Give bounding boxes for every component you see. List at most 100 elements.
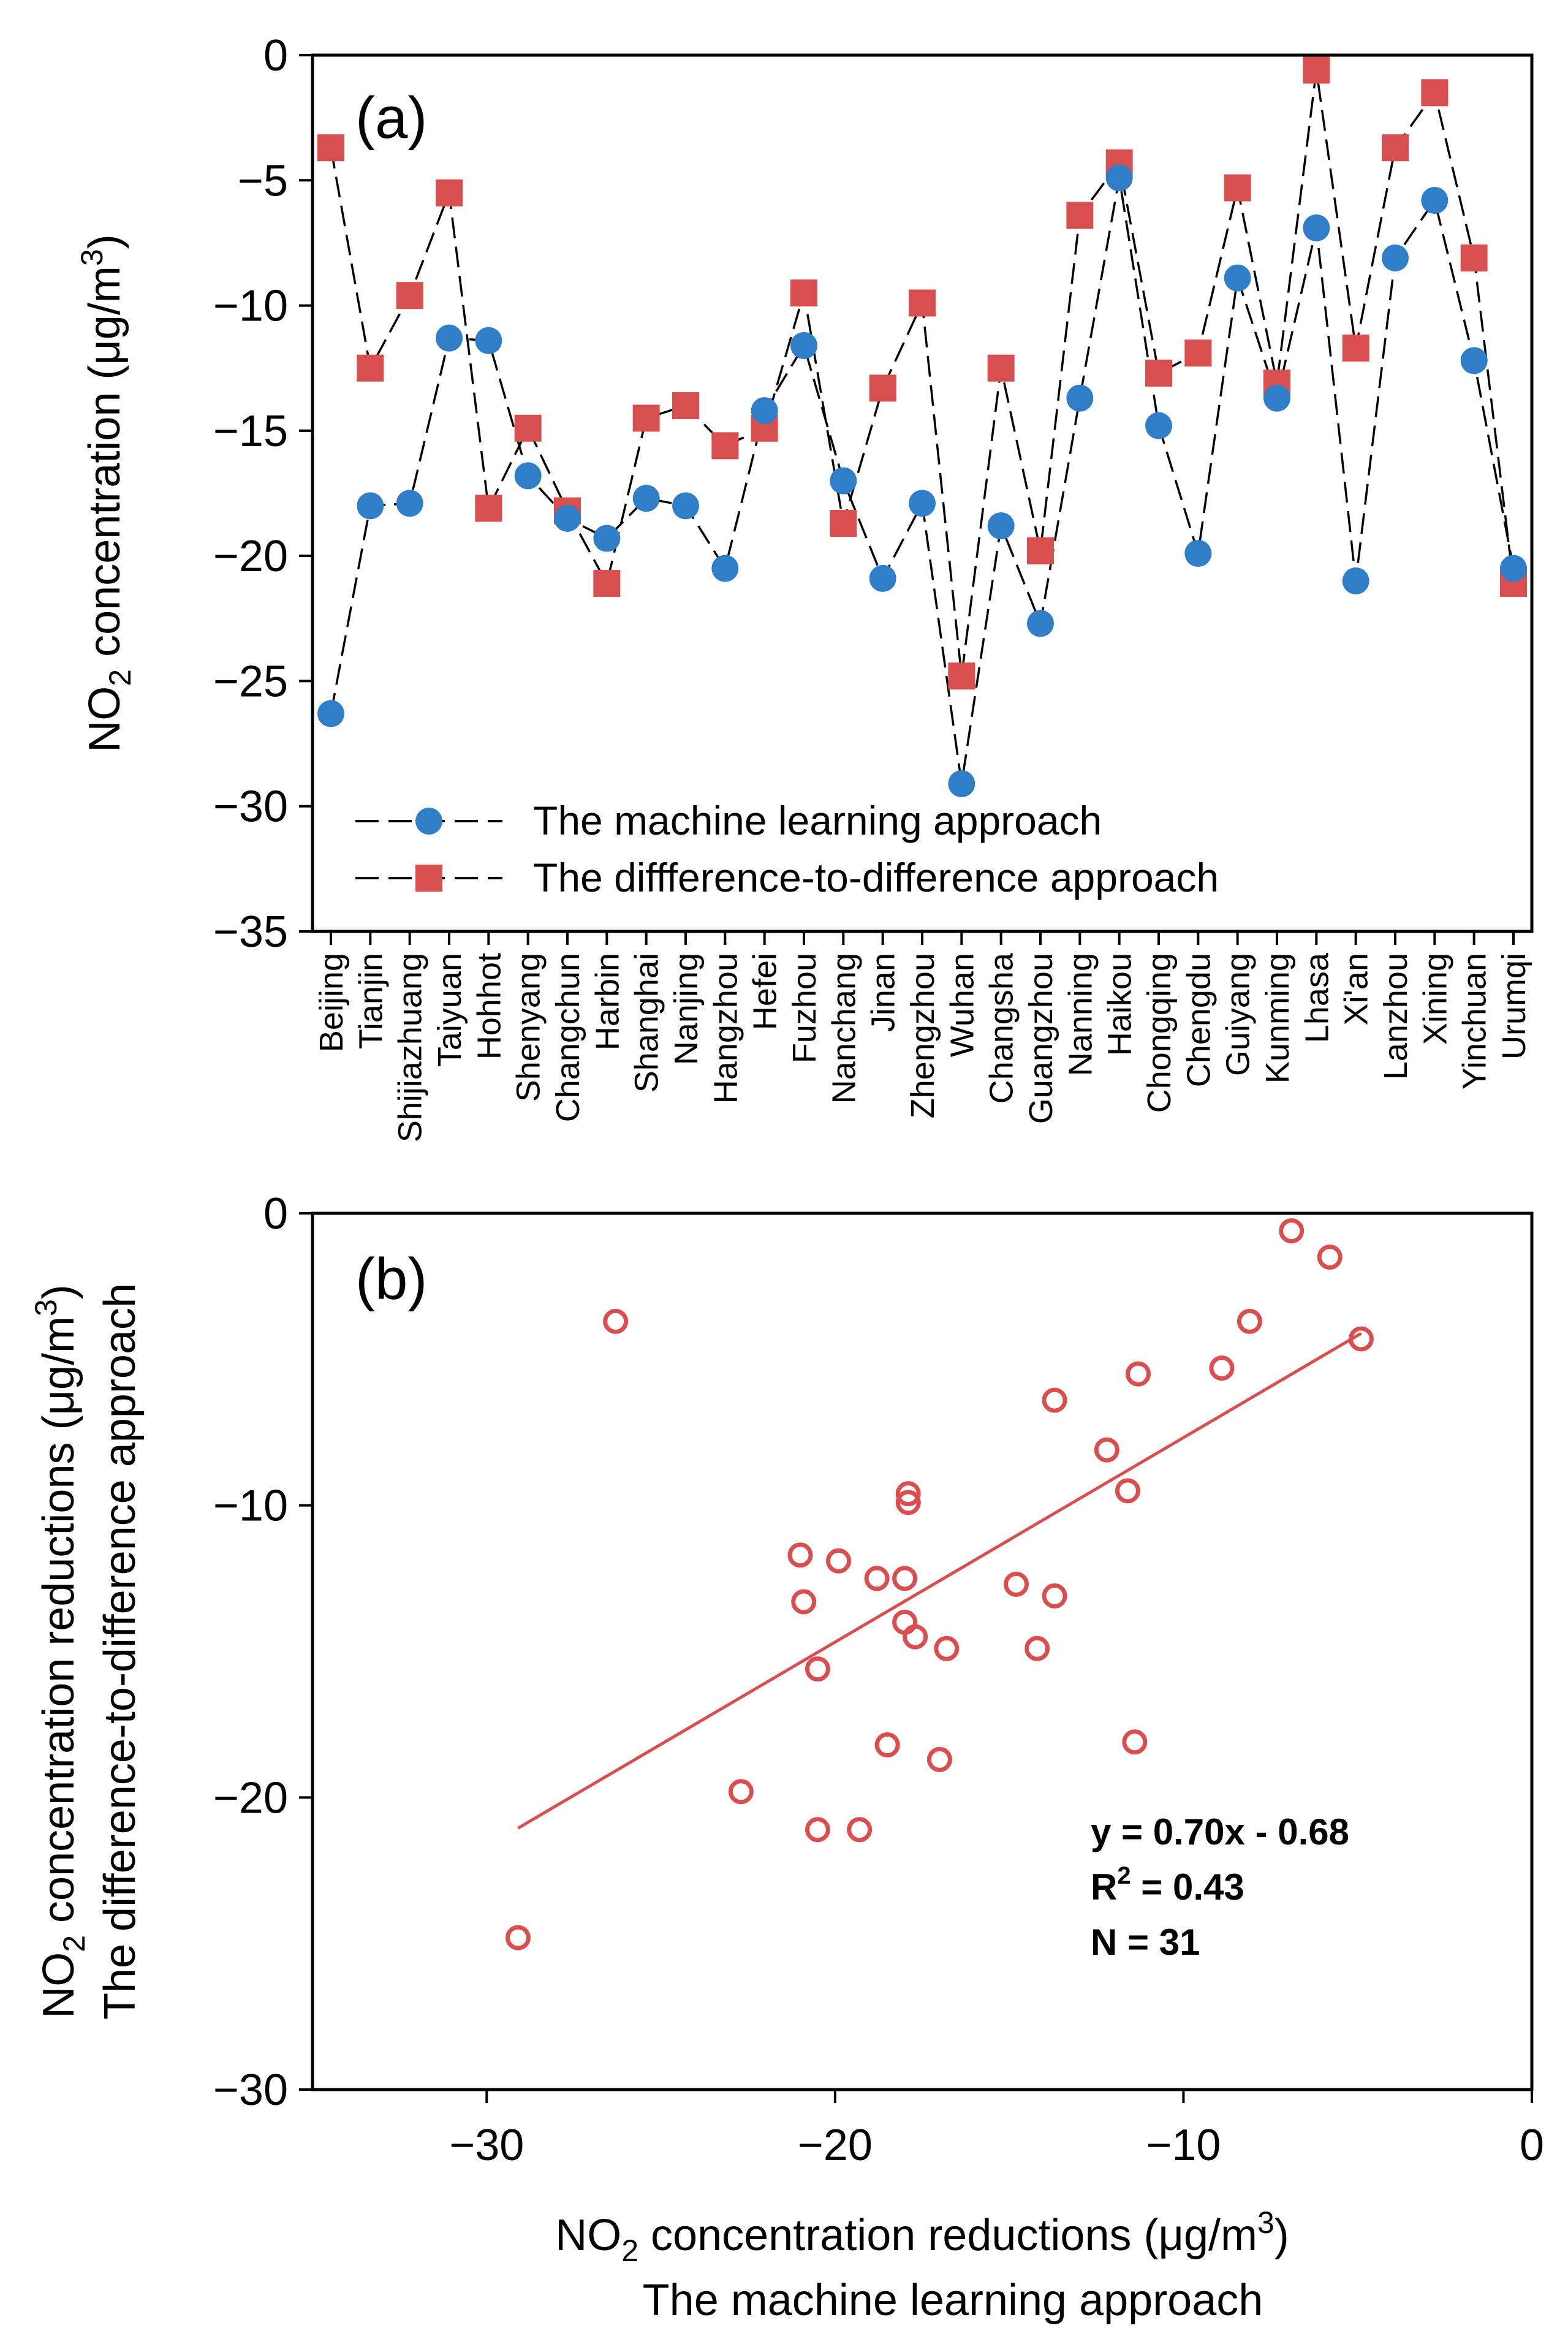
data-point-square bbox=[632, 404, 660, 432]
category-label: Tianjin bbox=[352, 953, 389, 1049]
scatter-point bbox=[791, 1589, 817, 1615]
category-label: Fuzhou bbox=[786, 953, 823, 1063]
x-tick-label: 0 bbox=[1520, 2121, 1544, 2170]
scatter-point bbox=[1042, 1387, 1067, 1413]
panel-b-label: (b) bbox=[355, 1246, 427, 1312]
panel-b-x-ticks: −30 −20 −10 0 bbox=[449, 2090, 1544, 2170]
data-point-circle bbox=[554, 504, 581, 532]
data-point-square bbox=[436, 179, 463, 207]
scatter-point bbox=[1122, 1729, 1148, 1755]
data-point-circle bbox=[1145, 412, 1172, 439]
category-label: Xining bbox=[1417, 953, 1453, 1045]
data-point-square bbox=[1421, 79, 1449, 107]
category-label: Guangzhou bbox=[1023, 953, 1059, 1124]
data-point-circle bbox=[987, 512, 1015, 540]
data-point-circle bbox=[1342, 567, 1369, 594]
scatter-point bbox=[826, 1548, 852, 1574]
panel-b-annotation: y = 0.70x - 0.68 R2 = 0.43 N = 31 bbox=[1091, 1811, 1349, 1963]
scatter-point bbox=[1237, 1308, 1262, 1334]
markers-square bbox=[317, 56, 1527, 690]
category-label: Nanjing bbox=[668, 953, 705, 1065]
category-label: Taiyuan bbox=[431, 953, 468, 1067]
category-label: Beijing bbox=[313, 953, 350, 1052]
panel-b-y-axis-label-line1: NO2 concentration reductions (μg/m3) bbox=[29, 1284, 91, 2018]
data-point-circle bbox=[514, 462, 542, 490]
data-point-circle bbox=[436, 324, 463, 352]
data-point-square bbox=[1224, 174, 1251, 202]
category-label: Haikou bbox=[1102, 953, 1138, 1056]
data-point-circle bbox=[317, 700, 344, 727]
scatter-point bbox=[1317, 1245, 1343, 1270]
data-point-circle bbox=[1105, 164, 1133, 192]
data-point-circle bbox=[1027, 610, 1054, 637]
data-point-square bbox=[909, 289, 936, 317]
data-point-circle bbox=[1382, 244, 1409, 271]
data-point-circle bbox=[1460, 347, 1488, 374]
data-point-circle bbox=[869, 564, 896, 592]
panel-a-category-labels: Beijing Tianjin Shijiazhuang Taiyuan Hohhot S… bbox=[313, 931, 1532, 1142]
scatter-point bbox=[895, 1481, 921, 1507]
x-tick-label: −30 bbox=[449, 2121, 524, 2170]
category-label: Shanghai bbox=[629, 953, 665, 1093]
y-tick-label: −10 bbox=[213, 282, 288, 331]
data-point-square bbox=[869, 374, 896, 402]
category-label: Yinchuan bbox=[1456, 953, 1493, 1090]
data-point-square bbox=[1027, 537, 1054, 564]
data-point-square bbox=[1066, 202, 1094, 229]
data-point-circle bbox=[475, 327, 502, 354]
data-point-square bbox=[357, 354, 384, 382]
category-label: Xi'an bbox=[1338, 953, 1375, 1025]
category-label: Nanchang bbox=[825, 953, 862, 1104]
data-point-circle bbox=[632, 485, 660, 512]
series-machine-learning bbox=[330, 177, 1515, 784]
panel-b-x-axis-label-line2: The machine learning approach bbox=[643, 2276, 1263, 2325]
fit-r-squared: R2 = 0.43 bbox=[1091, 1862, 1244, 1908]
category-label: Changsha bbox=[983, 952, 1020, 1104]
category-label: Changchun bbox=[550, 953, 586, 1122]
data-point-circle bbox=[593, 525, 621, 552]
scatter-point bbox=[787, 1542, 813, 1568]
panel-b-x-axis-label-line1: NO2 concentration reductions (μg/m3) bbox=[555, 2205, 1289, 2268]
y-tick-label: −15 bbox=[213, 407, 288, 456]
category-label: Chongqing bbox=[1141, 953, 1178, 1113]
panel-a-series bbox=[317, 56, 1527, 797]
data-point-circle bbox=[1224, 264, 1251, 292]
scatter-point bbox=[874, 1732, 900, 1758]
legend-label-machine-learning: The machine learning approach bbox=[533, 798, 1102, 843]
category-label: Zhengzhou bbox=[904, 953, 941, 1118]
data-point-circle bbox=[672, 492, 699, 520]
panel-a-y-ticks: 0 −5 −10 −15 −20 −25 −30 −35 bbox=[213, 31, 312, 957]
y-tick-label: −5 bbox=[238, 156, 288, 205]
scatter-point bbox=[1126, 1361, 1151, 1387]
scatter-point bbox=[864, 1566, 890, 1591]
scatter-point bbox=[847, 1817, 873, 1843]
data-point-square bbox=[514, 414, 542, 442]
panel-a-y-axis-label: NO2 concentration (μg/m3) bbox=[75, 234, 137, 752]
category-label: Kunming bbox=[1259, 953, 1296, 1083]
data-point-square bbox=[987, 354, 1015, 382]
scatter-point bbox=[603, 1308, 629, 1334]
category-label: Lanzhou bbox=[1377, 953, 1414, 1080]
data-point-circle bbox=[1500, 555, 1527, 582]
data-point-circle bbox=[1421, 186, 1449, 214]
category-label: Wuhan bbox=[944, 953, 980, 1057]
data-point-square bbox=[948, 662, 975, 690]
scatter-point bbox=[728, 1779, 754, 1805]
data-point-circle bbox=[948, 770, 975, 797]
data-point-square bbox=[1303, 56, 1330, 84]
data-point-circle bbox=[1263, 384, 1290, 412]
data-point-square bbox=[1145, 359, 1172, 387]
category-label: Jinan bbox=[865, 953, 902, 1032]
series-difference bbox=[330, 70, 1515, 677]
panel-b-y-axis-label-line2: The difference-to-difference approach bbox=[96, 1283, 145, 2020]
panel-b-y-ticks: 0 −10 −20 −30 bbox=[213, 1189, 312, 2115]
scatter-point bbox=[903, 1624, 928, 1650]
legend-label-difference: The diffference-to-difference approach bbox=[533, 855, 1219, 900]
data-point-square bbox=[475, 495, 502, 522]
data-point-square bbox=[711, 432, 739, 460]
series-line bbox=[330, 70, 1515, 677]
y-tick-label: 0 bbox=[263, 1189, 288, 1238]
category-label: Hefei bbox=[747, 953, 784, 1030]
panel-a-legend: The machine learning approach The difffe… bbox=[355, 798, 1219, 900]
data-point-square bbox=[593, 570, 621, 597]
